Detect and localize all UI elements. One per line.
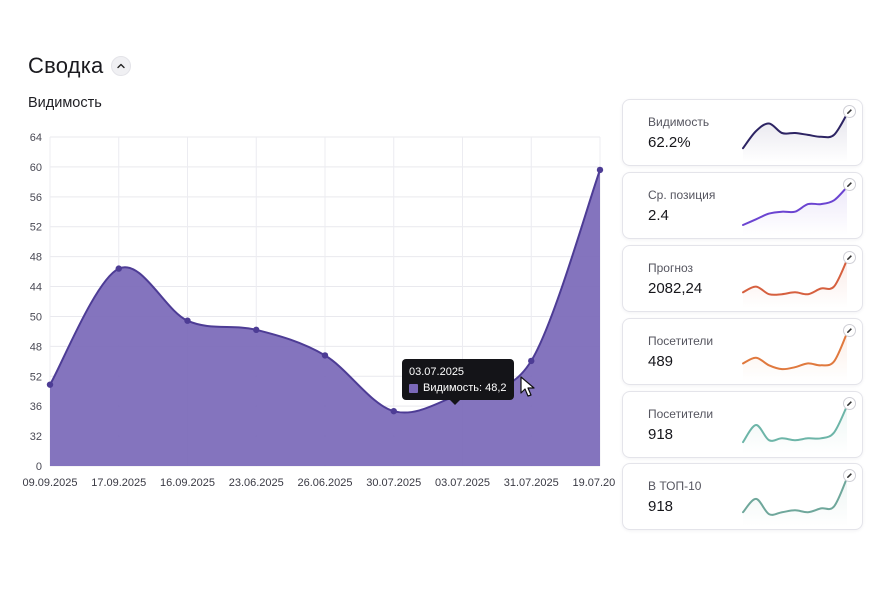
y-tick-label: 60: [30, 162, 42, 174]
y-tick-label: 50: [30, 311, 42, 323]
x-tick-label: 31.07.2025: [504, 477, 559, 489]
metric-card[interactable]: В ТОП-10 918: [622, 463, 863, 530]
metric-label: Ср. позиция: [648, 188, 716, 202]
x-tick-label: 26.06.2025: [297, 477, 352, 489]
metric-value: 2.4: [648, 207, 669, 224]
pencil-icon: [847, 401, 852, 406]
data-point[interactable]: [46, 381, 54, 388]
y-tick-label: 44: [30, 282, 42, 294]
sparkline-line: [742, 113, 848, 150]
y-tick-label: 52: [30, 371, 42, 383]
sparkline-area: [743, 260, 847, 308]
data-point[interactable]: [115, 265, 122, 272]
sparkline-line: [742, 405, 848, 444]
metric-label: Прогноз: [648, 261, 694, 275]
pencil-icon: [847, 182, 852, 187]
collapse-button[interactable]: [111, 56, 131, 76]
pencil-icon: [847, 473, 852, 478]
sparkline-area: [743, 114, 847, 162]
edit-card-button[interactable]: [843, 105, 856, 118]
data-point[interactable]: [184, 317, 191, 324]
metric-card[interactable]: Посетители 918: [622, 391, 863, 458]
visibility-chart[interactable]: 0 32 36 52 48 50 44 48 52 56 60 64 09.09.2025 17.09.2…: [0, 120, 615, 495]
x-tick-label: 23.06.2025: [229, 477, 284, 489]
tooltip-pointer: [450, 400, 460, 405]
data-point[interactable]: [528, 357, 535, 365]
y-tick-label: 52: [30, 222, 42, 234]
metric-value: 489: [648, 353, 674, 370]
data-point[interactable]: [321, 352, 329, 359]
x-tick-label: 17.09.2025: [91, 477, 146, 489]
data-point[interactable]: [596, 166, 604, 174]
y-tick-label: 64: [30, 132, 42, 144]
y-tick-label: 48: [30, 341, 42, 353]
sparkline-line: [742, 259, 848, 296]
edit-card-button[interactable]: [843, 324, 856, 337]
pencil-icon: [847, 328, 852, 333]
metric-label: Посетители: [648, 407, 714, 421]
metric-card[interactable]: Ср. позиция 2.4: [622, 172, 863, 239]
edit-card-button[interactable]: [843, 178, 856, 191]
edit-card-button[interactable]: [843, 397, 856, 410]
x-tick-label: 09.09.2025: [22, 477, 77, 489]
sparkline-area: [743, 478, 847, 526]
x-tick-label: 03.07.2025: [435, 477, 490, 489]
page-title: Сводка: [28, 53, 104, 78]
x-tick-label: 16.09.2025: [160, 477, 215, 489]
sparkline: [742, 259, 848, 308]
sparkline: [742, 405, 848, 454]
data-point[interactable]: [390, 407, 397, 415]
metric-value: 62.2%: [648, 134, 691, 151]
metric-card[interactable]: Видимость 62.2%: [622, 99, 863, 166]
sparkline-area: [743, 406, 847, 454]
chart-title: Видимость: [28, 95, 102, 111]
metric-value: 918: [648, 426, 674, 443]
sparkline: [742, 113, 848, 162]
pencil-icon: [847, 109, 852, 114]
chevron-up-icon: [117, 63, 125, 69]
metric-label: Посетители: [648, 334, 714, 348]
mouse-cursor-icon: [520, 376, 535, 397]
data-point[interactable]: [253, 326, 260, 334]
sparkline-line: [742, 332, 848, 371]
x-tick-label: 19.07.2025: [572, 477, 615, 489]
chart-tooltip: 03.07.2025 Видимость: 48,2: [402, 359, 514, 400]
series-area: [50, 169, 600, 466]
tooltip-value: Видимость: 48,2: [423, 382, 507, 394]
edit-card-button[interactable]: [843, 469, 856, 482]
sparkline-area: [743, 187, 847, 235]
metric-value: 918: [648, 498, 674, 515]
pencil-icon: [847, 255, 852, 260]
sparkline-line: [742, 477, 848, 516]
y-tick-label: 48: [30, 252, 42, 264]
y-tick-label: 36: [30, 401, 42, 413]
y-tick-label: 32: [30, 431, 42, 443]
sparkline-area: [743, 333, 847, 381]
tooltip-series-swatch: [409, 383, 418, 393]
sparkline: [742, 477, 848, 526]
y-tick-label: 56: [30, 192, 42, 204]
y-tick-label: 0: [36, 461, 42, 473]
metric-label: Видимость: [648, 115, 710, 129]
metric-label: В ТОП-10: [648, 479, 702, 493]
x-tick-label: 30.07.2025: [366, 477, 421, 489]
sparkline: [742, 186, 848, 235]
sparkline: [742, 332, 848, 381]
edit-card-button[interactable]: [843, 251, 856, 264]
metric-card[interactable]: Прогноз 2082,24: [622, 245, 863, 312]
metric-card[interactable]: Посетители 489: [622, 318, 863, 385]
sparkline-line: [742, 186, 848, 226]
tooltip-date: 03.07.2025: [409, 366, 465, 378]
metric-value: 2082,24: [648, 280, 703, 297]
